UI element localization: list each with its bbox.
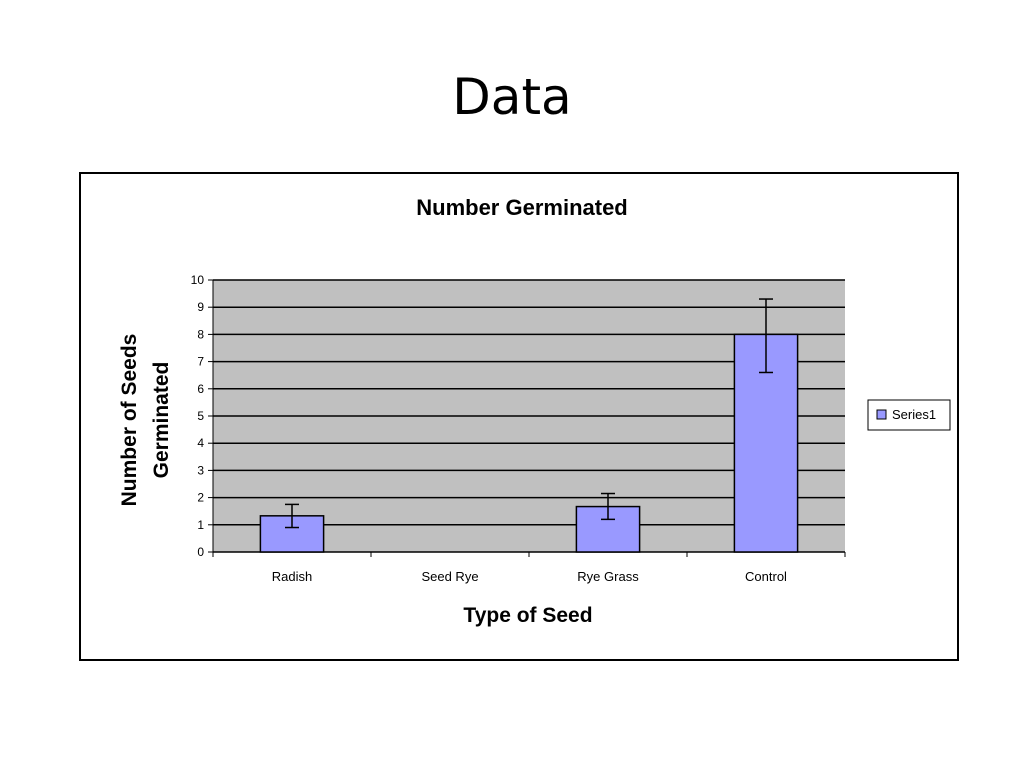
plot-area: 0 1 2 3 4 5 6 7 8 9 10 Radish Seed Rye Rye Grass Contr…	[191, 273, 846, 584]
y-tick-label: 7	[197, 355, 204, 369]
y-tick-label: 3	[197, 463, 204, 477]
x-tick-label: Control	[745, 569, 787, 584]
y-tick-label: 0	[197, 545, 204, 559]
y-tick-label: 1	[197, 518, 204, 532]
y-tick-label: 6	[197, 382, 204, 396]
y-axis-label-line-2: Germinated	[150, 362, 173, 479]
x-tick-label: Rye Grass	[577, 569, 639, 584]
bar-chart: Number Germinated 0 1 2 3 4 5 6 7 8 9 10 Radish Seed…	[118, 195, 951, 627]
legend: Series1	[867, 399, 951, 431]
chart-title: Number Germinated	[416, 195, 628, 220]
x-tick-label: Seed Rye	[421, 569, 478, 584]
y-tick-label: 8	[197, 327, 204, 341]
x-tick-label: Radish	[272, 569, 312, 584]
y-tick-label: 4	[197, 436, 204, 450]
y-tick-label: 5	[197, 409, 204, 423]
y-tick-label: 9	[197, 300, 204, 314]
y-tick-label: 2	[197, 491, 204, 505]
x-axis-label: Type of Seed	[463, 604, 592, 627]
chart-frame: Number Germinated 0 1 2 3 4 5 6 7 8 9 10 Radish Seed…	[79, 172, 959, 661]
y-axis-label-line-1: Number of Seeds	[118, 334, 141, 507]
y-tick-label: 10	[191, 273, 205, 287]
legend-swatch	[876, 409, 887, 420]
slide-title: Data	[452, 68, 572, 126]
legend-label: Series1	[892, 407, 936, 422]
